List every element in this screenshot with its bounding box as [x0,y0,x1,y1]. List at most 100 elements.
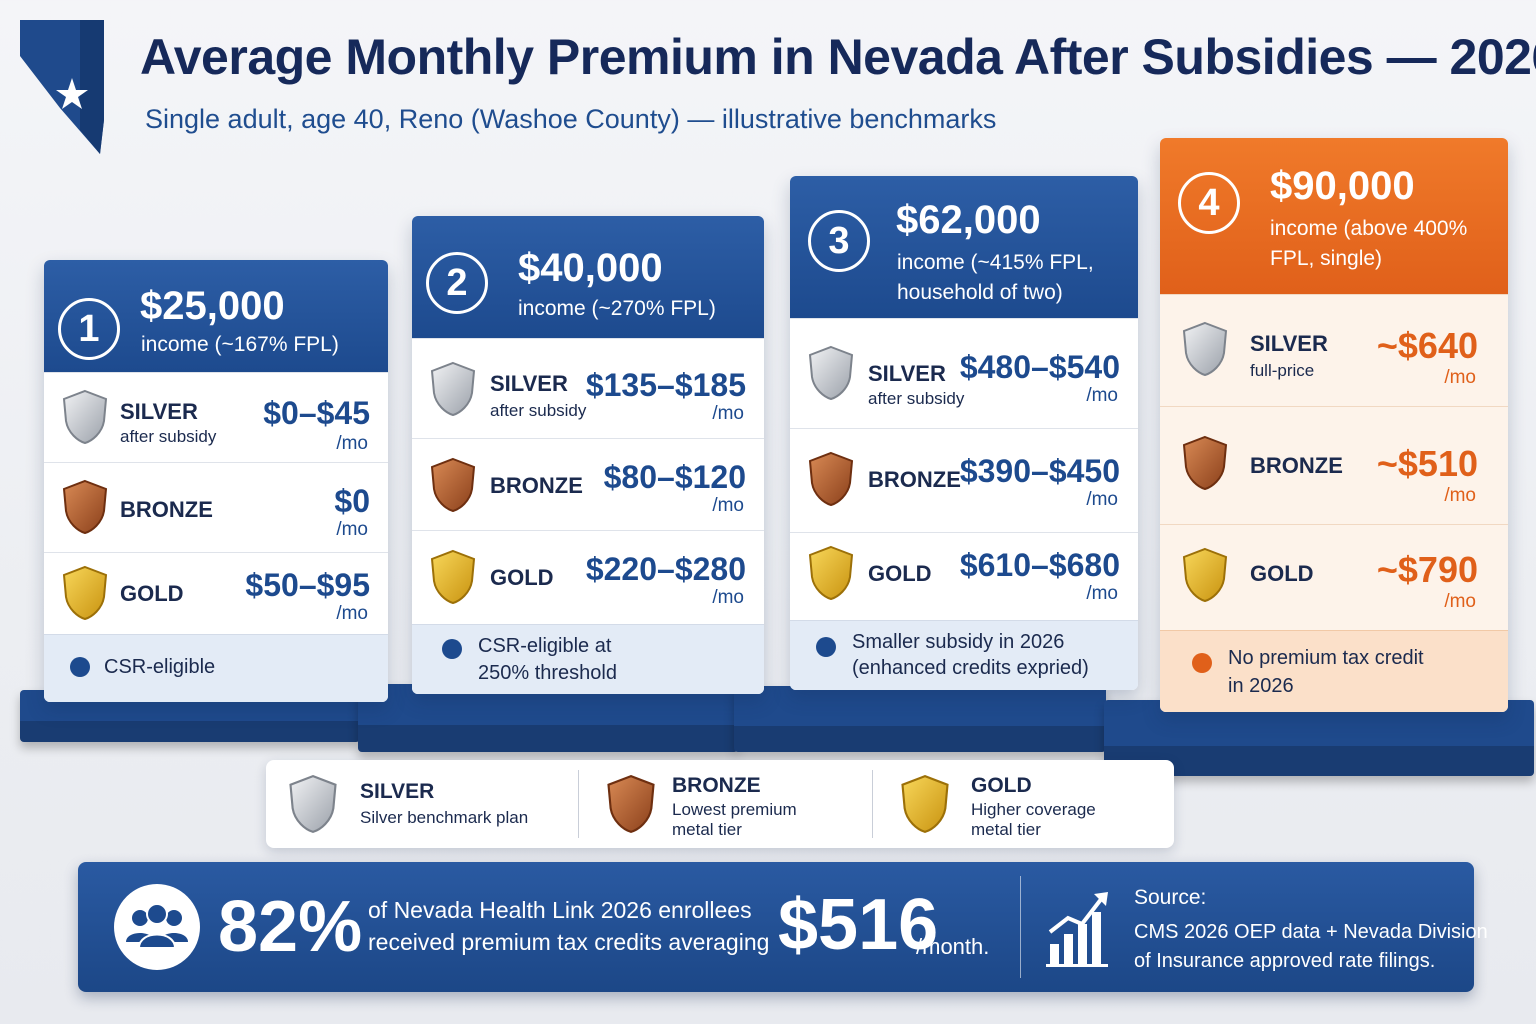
legend-bronze-desc-line1: Lowest premium [672,800,797,819]
tier-sub: after subsidy [120,427,217,446]
footer-note-line2: in 2026 [1228,675,1294,697]
metal-tier-legend: SILVER Silver benchmark plan BRONZE Lowe… [266,760,1174,848]
tier-price: ~$790 [1376,549,1478,590]
income-note: income (~167% FPL) [141,333,339,356]
banner-text-line1: of Nevada Health Link 2026 enrollees [368,897,752,923]
tier-row-silver: SILVER after subsidy $0–$45 /mo [44,372,388,462]
tier-sub: full-price [1250,361,1315,380]
tier-price: $80–$120 [603,459,746,495]
price-unit: /mo [1444,591,1476,612]
legend-silver-name: SILVER [360,780,435,803]
bullet-dot [442,639,462,659]
summary-banner: 82% of Nevada Health Link 2026 enrollees… [78,862,1488,992]
tier-price: $135–$185 [585,367,746,403]
tier-price: ~$510 [1376,443,1478,484]
income-note-line2: FPL, single) [1270,247,1383,270]
tier-price: $0–$45 [263,395,370,431]
price-unit: /mo [1444,485,1476,506]
price-unit: /mo [336,603,368,624]
card-header: 2 $40,000 income (~270% FPL) [412,216,764,338]
tier-sub: after subsidy [868,389,965,408]
pedestal-4 [1104,700,1534,776]
people-icon [114,884,200,970]
footer-note-line1: Smaller subsidy in 2026 [852,631,1065,653]
source-text-line2: of Insurance approved rate filings. [1134,950,1436,972]
tier-row-bronze: BRONZE ~$510 /mo [1160,406,1508,524]
silver-shield-icon [808,345,854,401]
card-header: 4 $90,000 income (above 400% FPL, single… [1160,138,1508,294]
tier-price: $50–$95 [245,567,370,603]
income-card-3: 3 $62,000 income (~415% FPL, household o… [790,176,1138,690]
price-unit: /mo [1086,583,1118,604]
income-note-line1: income (~415% FPL, [897,251,1094,274]
income-amount: $40,000 [518,246,663,290]
legend-silver-desc: Silver benchmark plan [360,808,529,827]
card-footer: No premium tax credit in 2026 [1160,630,1508,712]
tier-price: $610–$680 [959,547,1120,583]
source-text-line1: CMS 2026 OEP data + Nevada Division [1134,921,1488,943]
footer-note: CSR-eligible [104,656,216,678]
tier-price: $390–$450 [959,453,1120,489]
tier-row-gold: GOLD ~$790 /mo [1160,524,1508,630]
tier-price: ~$640 [1376,325,1478,366]
legend-gold-desc-line1: Higher coverage [971,800,1096,819]
tier-name: SILVER [490,371,568,396]
pedestal-2 [358,684,738,752]
tier-row-gold: GOLD $220–$280 /mo [412,530,764,624]
tier-row-silver: SILVER after subsidy $135–$185 /mo [412,338,764,438]
tier-name: BRONZE [868,467,961,492]
step-number: 2 [426,252,488,314]
bullet-dot [1192,653,1212,673]
income-card-4: 4 $90,000 income (above 400% FPL, single… [1160,138,1508,712]
tier-row-bronze: BRONZE $0 /mo [44,462,388,552]
tier-name: GOLD [490,565,554,590]
tier-name: GOLD [120,581,184,606]
card-footer: CSR-eligible [44,634,388,702]
legend-bronze-desc-line2: metal tier [672,820,742,839]
card-header: 3 $62,000 income (~415% FPL, household o… [790,176,1138,318]
tier-price: $0 [334,483,370,519]
card-footer: Smaller subsidy in 2026 (enhanced credit… [790,620,1138,690]
tier-price: $220–$280 [585,551,746,587]
tier-name: SILVER [120,399,198,424]
tier-row-silver: SILVER full-price ~$640 /mo [1160,294,1508,406]
gold-shield-icon [901,774,949,833]
tier-row-silver: SILVER after subsidy $480–$540 /mo [790,318,1138,428]
income-card-2: 2 $40,000 income (~270% FPL) SILVER afte… [412,216,764,694]
bronze-shield-icon [62,479,108,535]
card-header: 1 $25,000 income (~167% FPL) [44,260,388,372]
banner-divider [1020,876,1021,978]
tier-name: BRONZE [490,473,583,498]
bronze-shield-icon [808,451,854,507]
price-unit: /mo [712,495,744,516]
footer-note-line2: (enhanced credits expried) [852,657,1089,679]
bullet-dot [816,637,836,657]
footer-note-line2: 250% threshold [478,662,617,684]
growth-chart-icon [1046,892,1108,967]
income-note-line1: income (above 400% [1270,217,1468,240]
gold-shield-icon [808,545,854,601]
silver-shield-icon [430,361,476,417]
price-unit: /mo [1086,489,1118,510]
pedestal-3 [734,686,1106,752]
income-amount: $62,000 [896,198,1041,242]
bronze-shield-icon [607,774,655,833]
bronze-shield-icon [1182,435,1228,491]
average-credit-unit: /month. [916,934,990,959]
tier-row-gold: GOLD $50–$95 /mo [44,552,388,634]
legend-gold-name: GOLD [971,774,1032,797]
nevada-state-icon [20,20,104,154]
tier-row-bronze: BRONZE $390–$450 /mo [790,428,1138,532]
page-title: Average Monthly Premium in Nevada After … [140,29,1536,85]
legend-divider [578,770,579,838]
banner-text-line2: received premium tax credits averaging [368,929,770,955]
income-card-1: 1 $25,000 income (~167% FPL) SILVER afte… [44,260,388,702]
bronze-shield-icon [430,457,476,513]
tier-name: SILVER [868,361,946,386]
tier-row-gold: GOLD $610–$680 /mo [790,532,1138,620]
legend-bronze-name: BRONZE [672,774,761,797]
tier-name: BRONZE [1250,453,1343,478]
legend-divider [872,770,873,838]
gold-shield-icon [430,549,476,605]
tier-name: GOLD [1250,561,1314,586]
